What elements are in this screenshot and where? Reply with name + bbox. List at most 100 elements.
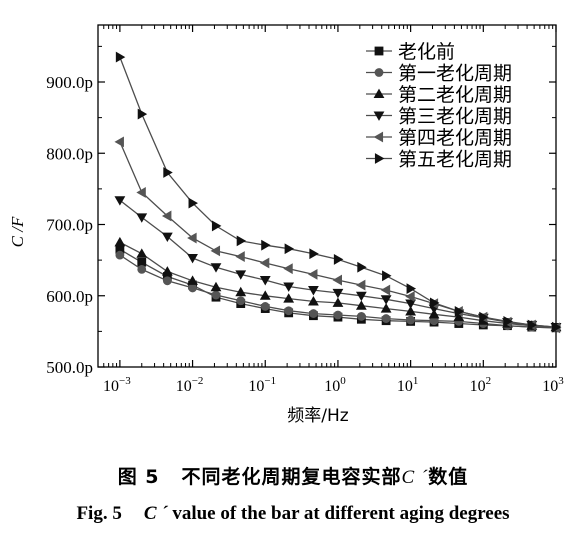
- data-point: [211, 220, 222, 232]
- y-tick-label: 900.0p: [46, 73, 93, 92]
- legend-item: 第一老化周期: [366, 63, 512, 85]
- data-point: [405, 299, 417, 309]
- data-point: [115, 245, 125, 254]
- data-point: [114, 236, 126, 247]
- data-point: [236, 235, 247, 247]
- data-point: [380, 303, 392, 313]
- data-point: [260, 302, 270, 311]
- data-point: [114, 196, 126, 206]
- data-point: [235, 286, 247, 297]
- data-point: [235, 270, 247, 280]
- data-point: [355, 279, 366, 291]
- legend-marker: [374, 46, 384, 56]
- data-point: [355, 291, 367, 302]
- legend-item: 老化前: [366, 41, 455, 63]
- data-point: [187, 232, 197, 244]
- data-point: [137, 108, 148, 120]
- data-point: [136, 187, 146, 198]
- legend-item: 第二老化周期: [366, 84, 512, 106]
- data-point: [406, 283, 417, 295]
- data-point: [332, 274, 342, 286]
- legend-label: 第五老化周期: [398, 149, 512, 171]
- data-point: [211, 290, 221, 300]
- x-axis-label: 频率/Hz: [287, 406, 349, 426]
- caption-en-prefix: Fig. 5: [76, 503, 122, 524]
- data-point: [188, 283, 197, 293]
- caption-cn-suffix: 数值: [428, 466, 469, 488]
- data-point: [380, 284, 391, 296]
- series-line: [119, 199, 557, 328]
- caption-cn-symbol: C ´: [401, 467, 429, 488]
- data-point: [261, 239, 271, 251]
- data-point: [309, 248, 319, 260]
- data-point: [381, 314, 391, 323]
- series-6: [115, 51, 562, 333]
- legend-marker: [373, 131, 384, 143]
- data-point: [210, 263, 222, 273]
- y-axis-label: C /F: [8, 216, 27, 247]
- legend-marker: [373, 88, 385, 99]
- data-point: [210, 281, 222, 292]
- caption-english: Fig. 5 C ´ value of the bar at different …: [0, 503, 586, 525]
- legend-marker: [374, 68, 384, 77]
- data-point: [283, 282, 295, 292]
- data-point: [210, 245, 221, 257]
- data-point: [161, 210, 172, 222]
- data-point: [187, 275, 198, 285]
- legend-item: 第三老化周期: [366, 106, 512, 128]
- data-point: [527, 319, 538, 331]
- data-point: [161, 232, 173, 243]
- data-point: [162, 276, 172, 286]
- data-point: [136, 213, 148, 223]
- data-point: [115, 250, 125, 260]
- legend-marker: [374, 153, 385, 164]
- legend-item: 第五老化周期: [366, 149, 512, 171]
- data-point: [283, 263, 293, 275]
- data-point: [309, 309, 318, 318]
- data-point: [405, 306, 417, 316]
- data-point: [454, 306, 465, 317]
- data-point: [382, 270, 392, 282]
- y-tick-label: 600.0p: [46, 287, 93, 306]
- legend-label: 第四老化周期: [398, 127, 512, 149]
- y-tick-label: 700.0p: [46, 216, 93, 235]
- data-point: [332, 288, 344, 299]
- data-point: [479, 311, 489, 323]
- x-tick-label: 100: [324, 375, 346, 395]
- data-point: [236, 296, 246, 306]
- data-point: [115, 51, 126, 63]
- data-point: [308, 286, 319, 296]
- legend-label: 第一老化周期: [398, 63, 512, 85]
- data-point: [136, 248, 148, 258]
- axis-ticks: 10−3 10−2 10−1 100 101 102 103 500.0p 600.0p 700.…: [46, 25, 564, 395]
- data-point: [406, 315, 416, 325]
- x-tick-label: 101: [397, 375, 419, 395]
- data-point: [283, 293, 295, 303]
- caption-cn-prefix: 图 5: [117, 466, 160, 488]
- y-tick-label: 800.0p: [46, 144, 93, 163]
- data-point: [284, 306, 294, 316]
- x-tick-label: 10−2: [176, 375, 204, 395]
- x-tick-label: 10−3: [103, 375, 131, 395]
- data-point: [429, 316, 439, 326]
- x-tick-label: 102: [470, 375, 492, 395]
- data-point: [333, 254, 344, 265]
- data-point: [356, 312, 366, 321]
- legend-label: 老化前: [398, 41, 455, 63]
- caption-en-symbol: C ´: [143, 503, 168, 524]
- data-point: [163, 167, 173, 178]
- data-point: [188, 197, 198, 209]
- legend-label: 第二老化周期: [398, 84, 512, 106]
- data-point: [137, 257, 147, 267]
- data-point: [161, 266, 173, 276]
- caption-chinese: 图 5 不同老化周期复电容实部C ´数值: [0, 462, 586, 489]
- data-point: [137, 264, 147, 274]
- data-point: [332, 297, 344, 307]
- x-tick-label: 10−1: [248, 375, 276, 395]
- data-point: [357, 261, 367, 273]
- y-tick-label: 500.0p: [46, 358, 93, 377]
- legend-label: 第三老化周期: [398, 106, 512, 128]
- data-point: [308, 296, 319, 306]
- data-point: [187, 253, 198, 264]
